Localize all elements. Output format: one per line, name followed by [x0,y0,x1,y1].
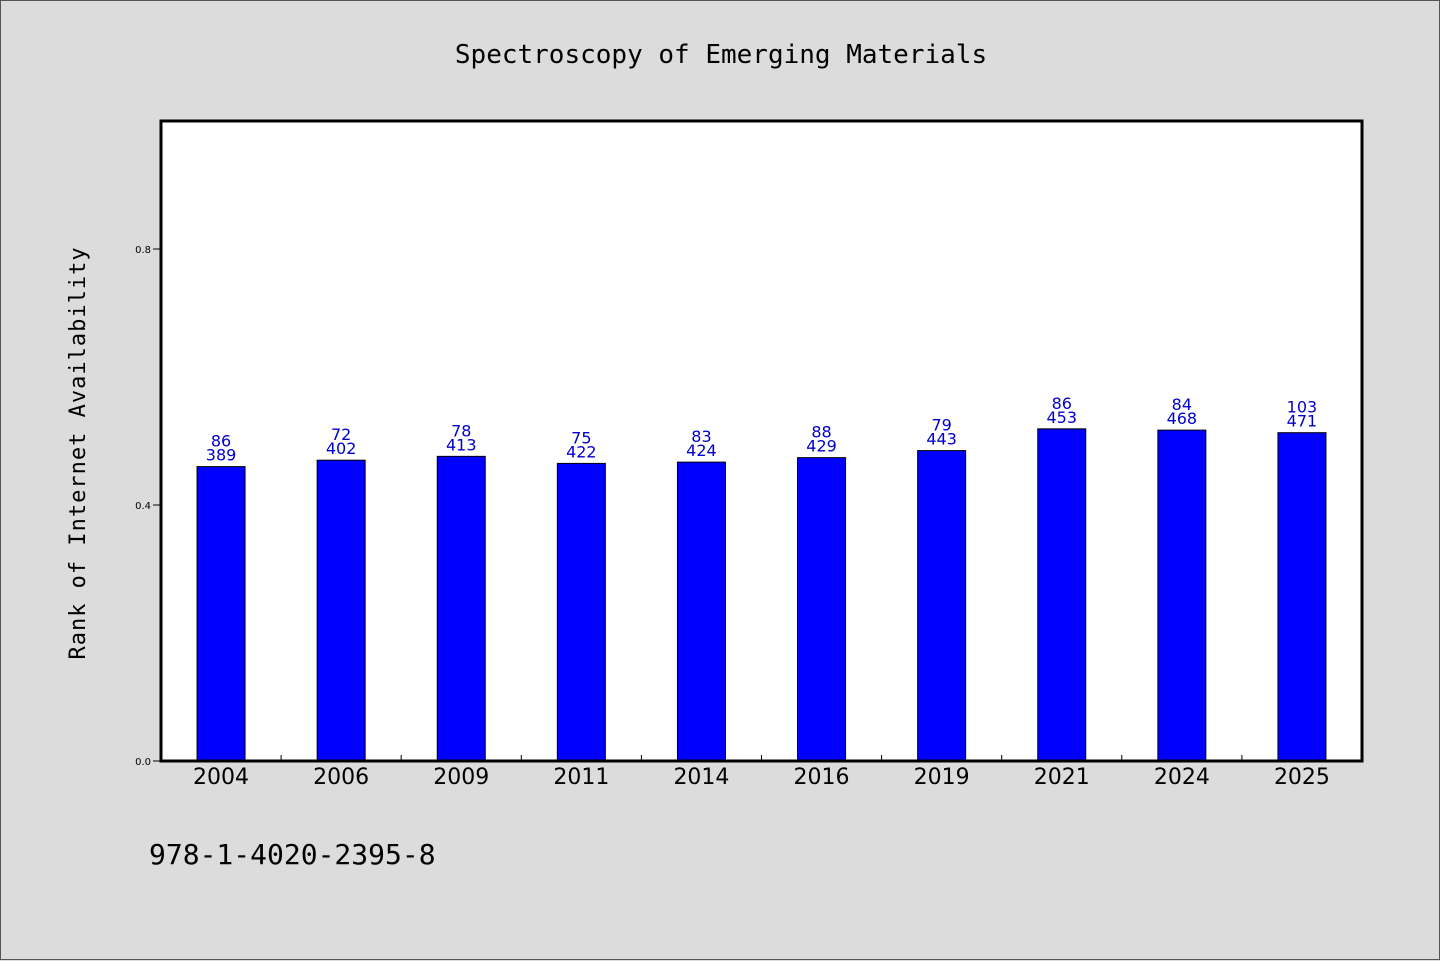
x-tick-label: 2024 [1154,765,1210,790]
x-tick-label: 2016 [794,765,850,790]
y-tick-label: 0.8 [135,245,151,256]
y-tick-label: 0.0 [135,757,151,768]
x-tick-label: 2004 [193,765,249,790]
bar [1157,429,1207,762]
bar-label-top: 75 [571,428,591,447]
bar [316,459,366,762]
bar-label-top: 79 [931,416,951,435]
x-tick-label: 2011 [553,765,609,790]
bar [1037,428,1087,762]
bar-label-bottom: 468 [1167,409,1198,428]
bar-label-bottom: 389 [206,446,237,465]
bar-label-top: 84 [1172,395,1192,414]
bar [1277,432,1327,762]
x-tick-label: 2019 [914,765,970,790]
bar-label-bottom: 429 [806,437,837,456]
bar-label-bottom: 453 [1046,408,1077,427]
y-tick-label: 0.4 [135,501,151,512]
bar [676,461,726,762]
y-axis-label: Rank of Internet Availability [66,246,91,659]
bar [196,466,246,762]
footnote-isbn: 978-1-4020-2395-8 [149,838,436,871]
bar [917,450,967,762]
chart-title: Spectroscopy of Emerging Materials [455,40,987,70]
bar-label-top: 72 [331,425,351,444]
bar-label-bottom: 424 [686,441,717,460]
bar-label-top: 88 [811,423,831,442]
bar [436,455,486,762]
bar-label-top: 86 [211,432,231,451]
bar-label-bottom: 471 [1287,412,1318,431]
bar-label-bottom: 443 [926,430,957,449]
bar-label-bottom: 422 [566,442,597,461]
bar-label-bottom: 413 [446,435,477,454]
x-tick-label: 2006 [313,765,369,790]
bar-label-top: 78 [451,421,471,440]
plot-frame [159,119,1364,763]
x-tick-label: 2014 [673,765,729,790]
bar [797,457,847,762]
chart-marks: 0.00.40.88638920047240220067841320097542… [135,245,1330,790]
bar-label-top: 86 [1052,394,1072,413]
bar-label-bottom: 402 [326,439,357,458]
x-tick-label: 2009 [433,765,489,790]
bar-label-top: 103 [1287,398,1318,417]
bar-label-top: 83 [691,427,711,446]
x-tick-label: 2021 [1034,765,1090,790]
bar [556,462,606,762]
x-tick-label: 2025 [1274,765,1330,790]
